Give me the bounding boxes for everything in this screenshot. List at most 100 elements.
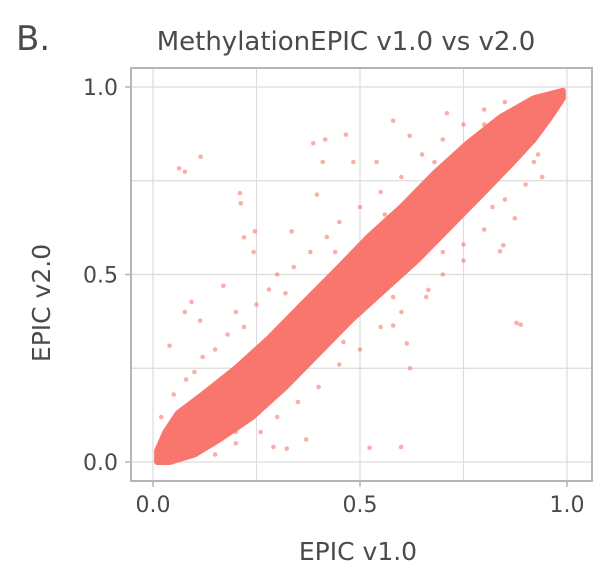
data-point: [254, 302, 259, 307]
data-point: [440, 272, 446, 277]
data-point: [426, 287, 431, 293]
data-point: [514, 320, 519, 326]
data-point: [314, 192, 320, 197]
data-point: [182, 169, 188, 175]
data-point: [535, 152, 541, 157]
gridlines: [132, 69, 591, 480]
data-point: [490, 204, 495, 210]
y-axis-ticks: 0.0 0.5 1.0: [83, 76, 131, 476]
data-point: [500, 242, 506, 248]
data-point: [198, 154, 203, 160]
data-point: [444, 110, 450, 116]
data-points: [158, 99, 545, 457]
data-point: [295, 399, 301, 405]
data-point: [289, 229, 294, 234]
data-point: [303, 437, 309, 442]
y-tick-label: 0.0: [83, 451, 118, 476]
data-point: [167, 343, 172, 349]
data-point: [399, 174, 404, 180]
data-point: [291, 264, 297, 270]
data-point: [539, 174, 545, 180]
data-point: [284, 446, 290, 451]
data-point: [189, 299, 194, 305]
data-point: [233, 440, 239, 446]
data-point: [271, 444, 276, 450]
data-point: [192, 369, 197, 375]
data-point: [322, 137, 328, 142]
data-point: [390, 294, 396, 300]
data-point: [390, 118, 396, 124]
data-point: [237, 190, 243, 196]
y-axis-label: EPIC v2.0: [27, 244, 56, 362]
data-point: [423, 294, 429, 300]
data-point: [502, 197, 508, 202]
data-point: [341, 339, 346, 345]
x-axis-label: EPIC v1.0: [299, 537, 417, 566]
data-point: [404, 341, 410, 346]
data-point: [343, 132, 349, 137]
data-point: [382, 212, 388, 217]
data-point: [432, 159, 437, 165]
data-point: [197, 318, 203, 323]
x-tick-label: 0.5: [343, 493, 378, 518]
panel-label: B.: [16, 19, 50, 59]
data-point: [283, 290, 288, 296]
data-point: [374, 159, 379, 165]
data-point: [512, 215, 518, 221]
data-point: [367, 445, 372, 451]
data-point: [266, 287, 272, 292]
data-point: [238, 200, 244, 206]
data-point: [357, 204, 363, 210]
data-point: [291, 377, 297, 382]
data-point: [252, 229, 258, 234]
data-point: [274, 272, 280, 277]
data-point: [398, 444, 404, 450]
data-point: [171, 392, 176, 397]
data-point: [176, 166, 182, 171]
data-point: [523, 182, 528, 187]
data-point: [274, 414, 280, 420]
data-point: [378, 189, 384, 195]
x-tick-label: 0.0: [136, 493, 171, 518]
data-point: [316, 384, 321, 390]
data-point: [351, 159, 356, 165]
data-point: [390, 323, 396, 328]
data-point: [481, 227, 487, 232]
data-point: [481, 107, 487, 112]
data-point: [251, 249, 256, 255]
data-point: [440, 137, 446, 142]
data-point: [378, 324, 384, 330]
data-point: [308, 249, 313, 255]
dense-point-region: [154, 87, 566, 465]
data-point: [233, 429, 239, 435]
data-point: [320, 159, 326, 165]
data-point: [200, 354, 205, 360]
dense-region: [154, 87, 566, 465]
data-point: [440, 249, 446, 255]
data-point: [221, 283, 226, 289]
data-point: [481, 122, 487, 127]
data-point: [225, 332, 230, 337]
data-point: [212, 347, 218, 352]
data-point: [337, 219, 342, 225]
data-point: [518, 322, 523, 328]
data-point: [212, 452, 218, 457]
data-point: [241, 324, 247, 330]
data-point: [310, 140, 316, 146]
y-tick-label: 1.0: [83, 76, 118, 101]
data-point: [182, 309, 188, 315]
data-point: [502, 99, 508, 105]
x-axis-ticks: 0.0 0.5 1.0: [136, 481, 585, 518]
data-point: [337, 362, 342, 367]
chart-title: MethylationEPIC v1.0 vs v2.0: [157, 27, 536, 57]
y-tick-label: 0.5: [83, 264, 118, 289]
data-point: [407, 365, 413, 371]
data-point: [233, 309, 239, 315]
data-point: [357, 347, 363, 352]
data-point: [158, 414, 164, 420]
data-point: [461, 122, 466, 127]
data-point: [419, 152, 425, 157]
data-point: [324, 234, 330, 240]
data-point: [332, 249, 338, 255]
